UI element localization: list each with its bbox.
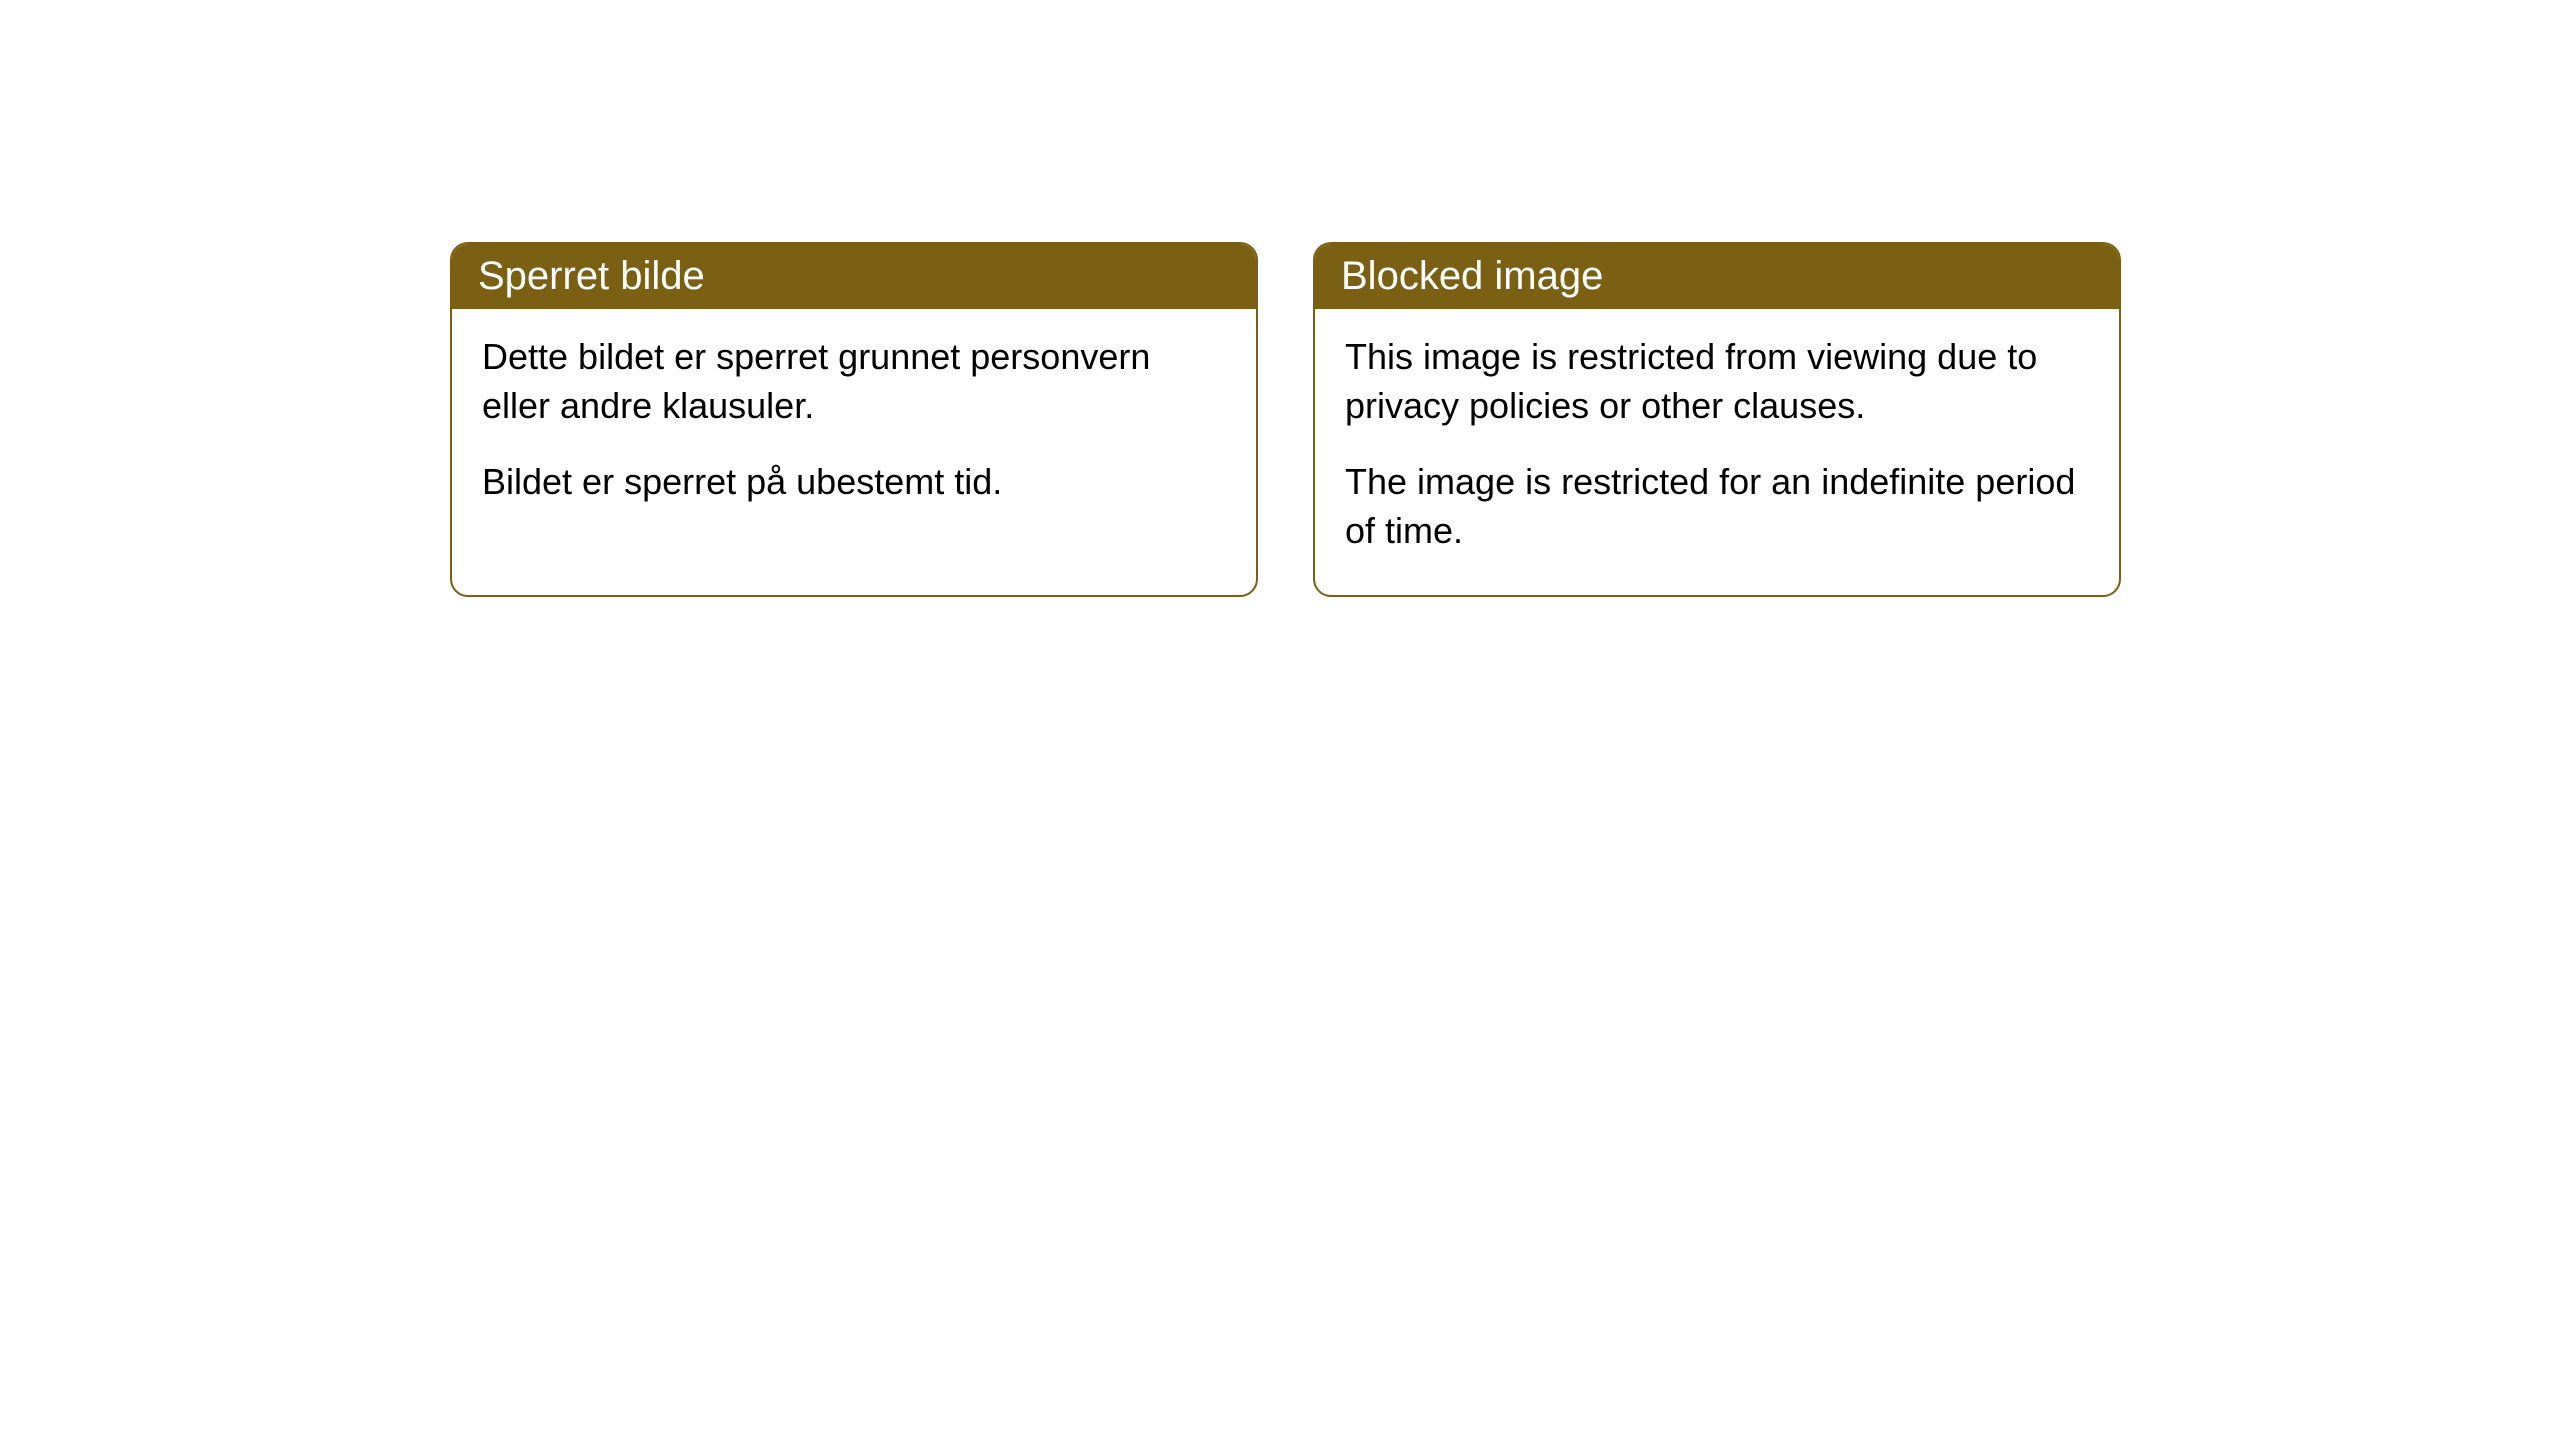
card-body-norwegian: Dette bildet er sperret grunnet personve… [452,309,1256,547]
cards-container: Sperret bilde Dette bildet er sperret gr… [450,242,2121,597]
card-text-english-1: This image is restricted from viewing du… [1345,333,2089,430]
card-body-english: This image is restricted from viewing du… [1315,309,2119,595]
card-header-english: Blocked image [1315,244,2119,309]
card-english: Blocked image This image is restricted f… [1313,242,2121,597]
card-text-norwegian-2: Bildet er sperret på ubestemt tid. [482,458,1226,507]
card-header-norwegian: Sperret bilde [452,244,1256,309]
card-norwegian: Sperret bilde Dette bildet er sperret gr… [450,242,1258,597]
card-text-norwegian-1: Dette bildet er sperret grunnet personve… [482,333,1226,430]
card-text-english-2: The image is restricted for an indefinit… [1345,458,2089,555]
